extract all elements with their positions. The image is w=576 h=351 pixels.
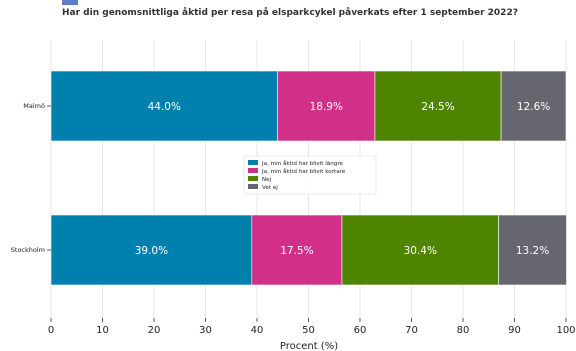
x-tick-label: 60 xyxy=(354,325,367,336)
x-tick-label: 10 xyxy=(96,325,109,336)
x-tick-label: 100 xyxy=(556,325,575,336)
legend-label: Ja, min åktid har blivit kortare xyxy=(261,168,346,175)
x-tick-label: 50 xyxy=(302,325,315,336)
x-tick-label: 30 xyxy=(199,325,212,336)
legend-swatch xyxy=(248,160,258,165)
bars: 44.0% 18.9% 24.5% 12.6% 39.0% 17.5% 30.4% 13.2% xyxy=(50,70,567,286)
x-tick-label: 80 xyxy=(457,325,470,336)
y-tick-label: Malmö xyxy=(23,102,45,110)
bar-value-label: 17.5% xyxy=(280,245,313,257)
bar-value-label: 24.5% xyxy=(421,101,454,113)
brand-logo-bar xyxy=(62,0,78,5)
bar-value-label: 13.2% xyxy=(516,245,549,257)
legend-swatch xyxy=(248,168,258,173)
x-tick-label: 0 xyxy=(48,325,54,336)
bar-value-label: 39.0% xyxy=(135,245,168,257)
x-tick-label: 90 xyxy=(508,325,521,336)
bar-segment xyxy=(341,214,499,286)
bar-value-label: 12.6% xyxy=(517,101,550,113)
legend-label: Ja, min åktid har blivit längre xyxy=(261,160,344,167)
bar-value-label: 18.9% xyxy=(310,101,343,113)
bar-segment xyxy=(277,70,376,142)
y-tick-label: Stockholm xyxy=(11,246,45,254)
legend-label: Vet ej xyxy=(262,185,278,191)
chart-title: Har din genomsnittliga åktid per resa på… xyxy=(62,8,518,18)
legend-swatch xyxy=(248,184,258,189)
bar-value-label: 44.0% xyxy=(148,101,181,113)
bar-segment xyxy=(500,70,567,142)
legend-label: Nej xyxy=(262,177,272,183)
bar-value-label: 30.4% xyxy=(404,245,437,257)
x-tick-label: 20 xyxy=(148,325,161,336)
bar-segment xyxy=(251,214,343,286)
bar-segment xyxy=(374,70,502,142)
bar-segment xyxy=(50,70,278,142)
bar-segment xyxy=(498,214,567,286)
x-axis-ticks: 0 10 20 30 40 50 60 70 80 90 100 xyxy=(48,318,576,336)
x-axis-label: Procent (%) xyxy=(280,341,338,351)
x-tick-label: 70 xyxy=(405,325,418,336)
y-axis-labels: Malmö Stockholm xyxy=(11,102,51,254)
legend-swatch xyxy=(248,176,258,181)
x-tick-label: 40 xyxy=(251,325,264,336)
legend-box xyxy=(243,155,377,195)
